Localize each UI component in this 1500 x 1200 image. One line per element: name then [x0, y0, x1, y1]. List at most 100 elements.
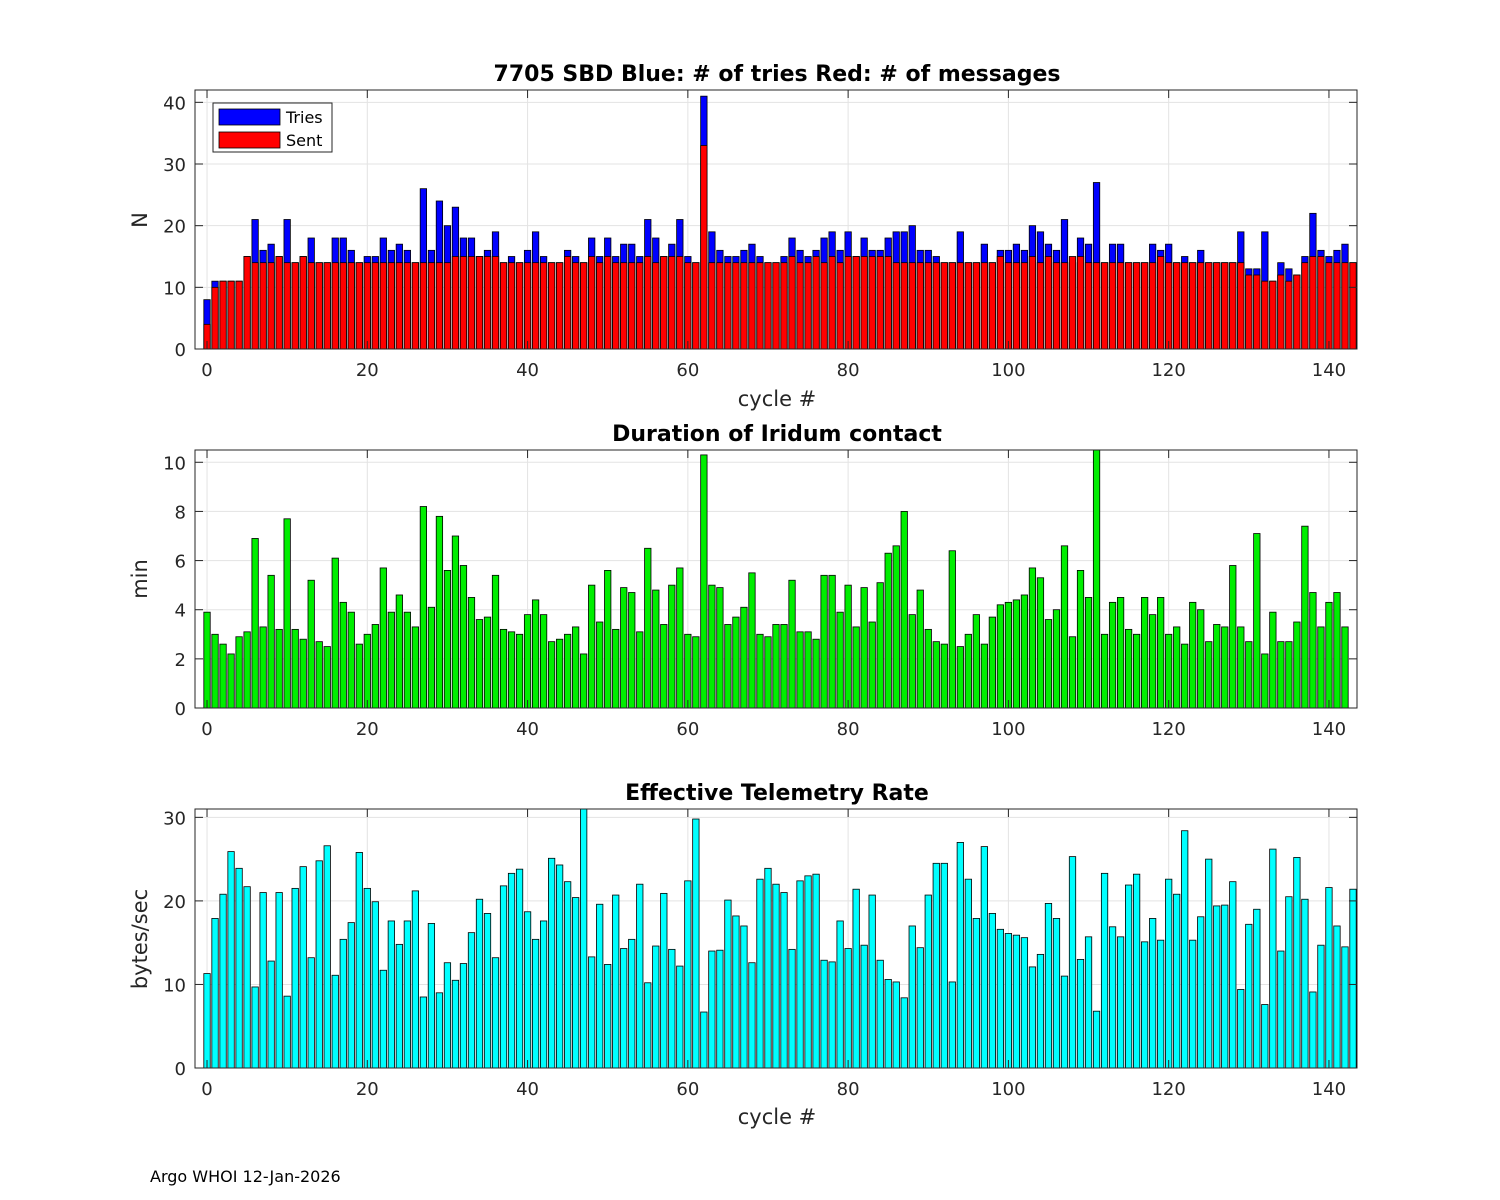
bar-duration: [475, 619, 484, 709]
bar-rate: [1100, 872, 1109, 1069]
bar-rate: [1181, 830, 1189, 1069]
bar-sent: [788, 256, 796, 350]
bar-duration: [980, 643, 988, 709]
bar-duration: [323, 646, 331, 709]
bar-sent: [523, 262, 532, 350]
bar-rate: [1301, 898, 1309, 1069]
y-tick-label: 4: [175, 601, 186, 622]
x-axis-label: cycle #: [738, 387, 817, 411]
x-tick-label: 140: [1312, 719, 1346, 740]
bar-rate: [804, 875, 812, 1069]
bar-duration: [211, 633, 219, 709]
bar-sent: [604, 256, 612, 350]
bar-rate: [339, 938, 347, 1069]
panel-tries-sent: 7705 SBD Blue: # of tries Red: # of mess…: [128, 62, 1358, 411]
bar-sent: [684, 262, 692, 350]
bar-duration: [1028, 567, 1037, 709]
bar-sent: [868, 256, 876, 350]
bar-sent: [451, 256, 460, 350]
bar-duration: [1197, 609, 1205, 709]
bar-sent: [1133, 262, 1141, 350]
bar-sent: [612, 262, 620, 350]
bar-sent: [700, 145, 708, 350]
bar-duration: [1293, 621, 1301, 709]
legend-entry-tries: Tries: [285, 108, 323, 127]
bar-sent: [1052, 262, 1061, 350]
bar-duration: [900, 511, 908, 709]
x-tick-label: 80: [837, 719, 860, 740]
bar-rate: [988, 913, 996, 1069]
bar-sent: [323, 262, 331, 350]
bar-duration: [1060, 545, 1069, 709]
bar-sent: [1020, 262, 1029, 350]
bar-duration: [435, 515, 444, 709]
bar-rate: [956, 842, 964, 1069]
bar-rate: [1012, 934, 1021, 1069]
bar-rate: [964, 878, 972, 1069]
bar-duration: [1036, 577, 1045, 709]
legend-swatch-sent: [218, 131, 281, 149]
bar-duration: [451, 535, 460, 709]
bar-rate: [395, 943, 403, 1069]
bar-rate: [267, 960, 275, 1069]
bar-rate: [1309, 991, 1317, 1069]
bar-duration: [764, 636, 772, 709]
bar-rate: [1149, 918, 1157, 1069]
bar-duration: [339, 601, 347, 709]
bar-sent: [259, 262, 267, 350]
bar-duration: [732, 616, 740, 709]
bar-rate: [235, 867, 243, 1069]
bar-duration: [499, 628, 508, 709]
bar-duration: [868, 621, 876, 709]
bar-rate: [1052, 918, 1061, 1069]
bar-duration: [403, 611, 411, 709]
x-tick-label: 140: [1312, 360, 1346, 381]
bar-rate: [1044, 903, 1053, 1069]
bar-sent: [588, 256, 596, 350]
bar-sent: [219, 280, 227, 350]
bar-rate: [764, 867, 772, 1069]
y-axis-label: N: [128, 212, 152, 228]
bar-sent: [499, 262, 508, 350]
bar-sent: [772, 262, 780, 350]
bar-duration: [740, 606, 748, 709]
bar-sent: [836, 262, 844, 350]
bar-duration: [1125, 628, 1133, 709]
bar-duration: [756, 633, 764, 709]
bar-sent: [556, 262, 564, 350]
bar-rate: [1205, 858, 1213, 1069]
x-tick-label: 40: [516, 1079, 539, 1100]
bar-duration: [299, 638, 307, 709]
bar-sent: [1197, 262, 1205, 350]
y-tick-label: 10: [163, 453, 186, 474]
bar-duration: [604, 570, 612, 709]
bar-duration: [491, 574, 500, 709]
bar-rate: [1060, 975, 1069, 1069]
bar-duration: [1341, 626, 1349, 709]
bar-sent: [1341, 262, 1349, 350]
bar-rate: [203, 973, 211, 1069]
bar-rate: [1125, 884, 1133, 1069]
bar-rate: [572, 897, 580, 1069]
bar-duration: [1245, 641, 1253, 709]
bar-sent: [475, 256, 484, 350]
bar-duration: [548, 641, 556, 709]
bar-duration: [515, 633, 524, 709]
bar-duration: [724, 624, 732, 709]
bar-rate: [620, 948, 628, 1069]
x-tick-label: 100: [991, 360, 1025, 381]
bar-sent: [636, 262, 644, 350]
bar-duration: [1044, 619, 1053, 709]
bar-rate: [1293, 857, 1301, 1069]
bar-rate: [1084, 936, 1093, 1069]
bar-sent: [1325, 262, 1333, 350]
bar-sent: [1068, 256, 1077, 350]
bar-duration: [267, 574, 275, 709]
bar-sent: [548, 262, 556, 350]
bar-sent: [331, 262, 339, 350]
bar-rate: [1261, 1004, 1269, 1069]
bar-duration: [852, 626, 860, 709]
bar-rate: [259, 892, 267, 1069]
bar-sent: [1044, 256, 1053, 350]
bar-sent: [251, 262, 259, 350]
